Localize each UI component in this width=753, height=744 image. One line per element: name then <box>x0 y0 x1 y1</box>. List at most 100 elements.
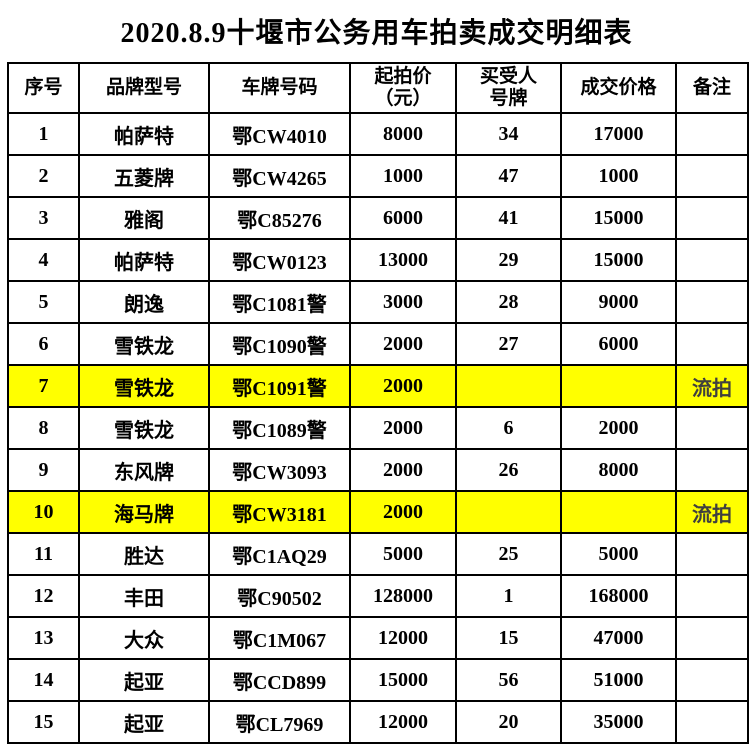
plate-cell: 鄂CW4265 <box>208 154 351 198</box>
final-price-cell: 15000 <box>560 196 677 240</box>
plate-cell: 鄂CW4010 <box>208 112 351 156</box>
buyer-number-cell <box>455 364 562 408</box>
table-row: 8 雪铁龙 鄂C1089警 2000 6 2000 <box>7 406 749 450</box>
start-price-cell: 2000 <box>349 364 457 408</box>
page-title: 2020.8.9十堰市公务用车拍卖成交明细表 <box>120 18 633 49</box>
serial-cell: 9 <box>7 448 80 492</box>
auction-table: 序号 品牌型号 车牌号码 起拍价 （元） 买受人 号牌 成交价格 备注 1 帕萨… <box>7 62 749 744</box>
brand-cell: 雪铁龙 <box>78 322 210 366</box>
table-row: 4 帕萨特 鄂CW0123 13000 29 15000 <box>7 238 749 282</box>
serial-cell: 2 <box>7 154 80 198</box>
serial-cell: 8 <box>7 406 80 450</box>
table-row: 12 丰田 鄂C90502 128000 1 168000 <box>7 574 749 618</box>
remark-cell: 流拍 <box>675 364 749 408</box>
brand-cell: 雅阁 <box>78 196 210 240</box>
start-price-cell: 13000 <box>349 238 457 282</box>
brand-cell: 东风牌 <box>78 448 210 492</box>
start-price-cell: 2000 <box>349 322 457 366</box>
serial-cell: 10 <box>7 490 80 534</box>
start-price-cell: 12000 <box>349 700 457 744</box>
start-price-cell: 3000 <box>349 280 457 324</box>
remark-cell <box>675 238 749 282</box>
final-price-cell: 8000 <box>560 448 677 492</box>
plate-cell: 鄂C1089警 <box>208 406 351 450</box>
brand-cell: 帕萨特 <box>78 238 210 282</box>
remark-cell <box>675 532 749 576</box>
table-row: 15 起亚 鄂CL7969 12000 20 35000 <box>7 700 749 744</box>
plate-cell: 鄂CCD899 <box>208 658 351 702</box>
plate-cell: 鄂C1090警 <box>208 322 351 366</box>
buyer-number-cell: 1 <box>455 574 562 618</box>
serial-cell: 12 <box>7 574 80 618</box>
start-price-cell: 2000 <box>349 490 457 534</box>
final-price-cell: 5000 <box>560 532 677 576</box>
buyer-number-cell: 28 <box>455 280 562 324</box>
column-header-start-price: 起拍价 （元） <box>349 62 457 114</box>
table-row: 13 大众 鄂C1M067 12000 15 47000 <box>7 616 749 660</box>
column-header-buyer-number: 买受人 号牌 <box>455 62 562 114</box>
table-row: 11 胜达 鄂C1AQ29 5000 25 5000 <box>7 532 749 576</box>
buyer-number-cell <box>455 490 562 534</box>
table-row: 9 东风牌 鄂CW3093 2000 26 8000 <box>7 448 749 492</box>
final-price-cell: 35000 <box>560 700 677 744</box>
serial-cell: 11 <box>7 532 80 576</box>
brand-cell: 海马牌 <box>78 490 210 534</box>
plate-cell: 鄂C85276 <box>208 196 351 240</box>
buyer-number-cell: 41 <box>455 196 562 240</box>
final-price-cell: 2000 <box>560 406 677 450</box>
serial-cell: 1 <box>7 112 80 156</box>
buyer-number-cell: 25 <box>455 532 562 576</box>
start-price-cell: 5000 <box>349 532 457 576</box>
buyer-number-cell: 29 <box>455 238 562 282</box>
serial-cell: 3 <box>7 196 80 240</box>
final-price-cell: 15000 <box>560 238 677 282</box>
serial-cell: 4 <box>7 238 80 282</box>
remark-cell <box>675 322 749 366</box>
start-price-cell: 15000 <box>349 658 457 702</box>
remark-cell <box>675 658 749 702</box>
final-price-cell: 17000 <box>560 112 677 156</box>
remark-cell <box>675 280 749 324</box>
remark-cell <box>675 406 749 450</box>
buyer-number-cell: 15 <box>455 616 562 660</box>
table-row: 1 帕萨特 鄂CW4010 8000 34 17000 <box>7 112 749 156</box>
serial-cell: 15 <box>7 700 80 744</box>
brand-cell: 雪铁龙 <box>78 406 210 450</box>
header-row: 序号 品牌型号 车牌号码 起拍价 （元） 买受人 号牌 成交价格 备注 <box>7 62 749 114</box>
serial-cell: 5 <box>7 280 80 324</box>
start-price-cell: 8000 <box>349 112 457 156</box>
column-header-final-price: 成交价格 <box>560 62 677 114</box>
buyer-number-cell: 27 <box>455 322 562 366</box>
plate-cell: 鄂C90502 <box>208 574 351 618</box>
final-price-cell: 168000 <box>560 574 677 618</box>
final-price-cell: 51000 <box>560 658 677 702</box>
serial-cell: 7 <box>7 364 80 408</box>
column-header-plate: 车牌号码 <box>208 62 351 114</box>
table-row: 14 起亚 鄂CCD899 15000 56 51000 <box>7 658 749 702</box>
remark-cell <box>675 448 749 492</box>
table-row: 6 雪铁龙 鄂C1090警 2000 27 6000 <box>7 322 749 366</box>
plate-cell: 鄂C1081警 <box>208 280 351 324</box>
plate-cell: 鄂CW3181 <box>208 490 351 534</box>
brand-cell: 朗逸 <box>78 280 210 324</box>
table-row: 3 雅阁 鄂C85276 6000 41 15000 <box>7 196 749 240</box>
buyer-number-cell: 47 <box>455 154 562 198</box>
final-price-cell <box>560 364 677 408</box>
remark-cell <box>675 574 749 618</box>
start-price-cell: 6000 <box>349 196 457 240</box>
start-price-cell: 12000 <box>349 616 457 660</box>
final-price-cell: 9000 <box>560 280 677 324</box>
plate-cell: 鄂C1M067 <box>208 616 351 660</box>
remark-cell <box>675 196 749 240</box>
table-row: 5 朗逸 鄂C1081警 3000 28 9000 <box>7 280 749 324</box>
buyer-number-cell: 56 <box>455 658 562 702</box>
brand-cell: 起亚 <box>78 658 210 702</box>
brand-cell: 雪铁龙 <box>78 364 210 408</box>
serial-cell: 14 <box>7 658 80 702</box>
column-header-brand: 品牌型号 <box>78 62 210 114</box>
brand-cell: 丰田 <box>78 574 210 618</box>
plate-cell: 鄂CW3093 <box>208 448 351 492</box>
start-price-cell: 1000 <box>349 154 457 198</box>
plate-cell: 鄂CL7969 <box>208 700 351 744</box>
